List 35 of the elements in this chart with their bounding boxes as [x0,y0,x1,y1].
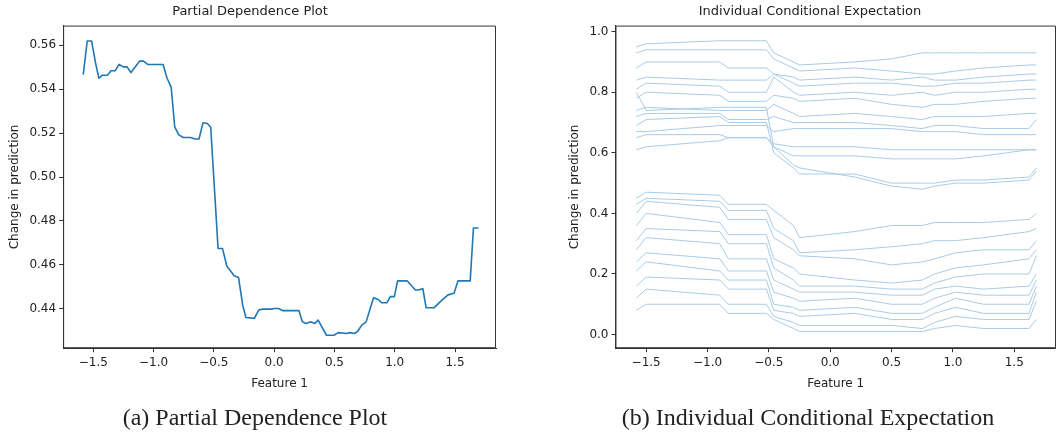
x-tick-label: −1.0 [692,354,723,369]
chart-title: Partial Dependence Plot [172,3,328,19]
x-tick-label: 1.0 [943,354,963,369]
x-axis-title: Feature 1 [807,375,865,390]
y-tick-label: 0.48 [29,213,57,228]
y-tick-label: 0.8 [589,84,609,99]
chart-title: Individual Conditional Expectation [698,3,922,19]
x-tick-label: −1.5 [78,354,108,369]
text: (b) Individual Conditional Expectation [620,404,996,431]
x-axis-title: Feature 1 [251,375,308,390]
y-tick-label: 0.6 [589,144,609,159]
y-axis-title: Change in prediction [7,124,22,250]
text: (a) Partial Dependence Plot [121,404,389,431]
y-tick-label: 0.44 [29,300,57,315]
y-tick-label: 0.4 [589,205,609,220]
y-tick-label: 1.0 [589,23,609,38]
y-tick-label: 0.56 [29,37,57,52]
y-tick-label: 0.54 [29,81,57,96]
y-axis-title: Change in prediction [567,124,582,250]
y-tick-label: 0.46 [29,256,57,271]
x-tick-label: −0.5 [754,354,784,369]
x-tick-label: 1.0 [385,354,405,369]
x-tick-label: 0.5 [324,354,344,369]
y-tick-label: 0.2 [589,266,609,281]
x-tick-label: 0.0 [820,354,840,369]
y-tick-label: 0.0 [589,326,609,341]
y-tick-label: 0.50 [29,169,57,184]
x-tick-label: −1.5 [631,354,661,369]
x-tick-label: −1.0 [138,354,169,369]
y-tick-label: 0.52 [29,125,57,140]
x-tick-label: −0.5 [199,354,229,369]
x-tick-label: 1.5 [445,354,465,369]
x-tick-label: 0.0 [264,354,284,369]
x-tick-label: 1.5 [1004,354,1024,369]
x-tick-label: 0.5 [882,354,902,369]
